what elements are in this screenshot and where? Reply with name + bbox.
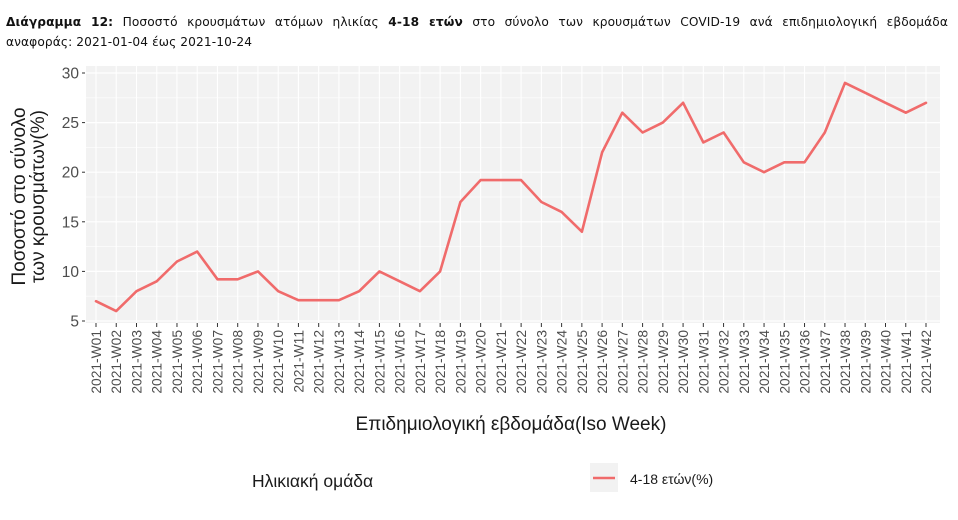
x-tick-label: 2021-W28: [636, 330, 651, 394]
caption-age-group: 4-18 ετών: [388, 15, 463, 29]
y-axis-title-line-1: Ποσοστό στο σύνολο: [9, 107, 30, 285]
caption-text-before: Ποσοστό κρουσμάτων ατόμων ηλικίας: [113, 15, 389, 29]
x-tick-label: 2021-W07: [210, 330, 225, 394]
x-tick-label: 2021-W27: [615, 330, 630, 394]
x-tick-label: 2021-W33: [737, 330, 752, 394]
x-axis-title: Επιδημιολογική εβδομάδα(Iso Week): [356, 414, 667, 435]
caption-label: Διάγραμμα 12:: [6, 15, 114, 29]
x-tick-label: 2021-W39: [858, 330, 873, 394]
x-tick-label: 2021-W08: [231, 330, 246, 394]
y-axis-ticks: 5 10 15 20 25 30: [62, 66, 85, 331]
x-tick-label: 2021-W37: [818, 330, 833, 394]
minor-gridlines: [86, 97, 940, 297]
y-tick-label: 15: [62, 214, 79, 231]
legend-label-4-18: 4-18 ετών(%): [630, 471, 713, 487]
x-tick-label: 2021-W42: [919, 330, 934, 394]
x-tick-label: 2021-W06: [190, 330, 205, 394]
major-gridlines: [86, 66, 940, 323]
x-tick-label: 2021-W03: [129, 330, 144, 394]
x-tick-label: 2021-W26: [595, 330, 610, 394]
y-axis-title-line-2: των κρουσμάτων(%): [28, 110, 49, 283]
y-tick-label: 20: [62, 165, 80, 182]
x-tick-label: 2021-W01: [89, 330, 104, 394]
x-tick-label: 2021-W21: [494, 330, 509, 394]
x-tick-label: 2021-W18: [433, 330, 448, 394]
x-tick-label: 2021-W23: [534, 330, 549, 394]
caption-text-after: στο σύνολο των κρουσμάτων COVID-19 ανά ε…: [462, 15, 948, 29]
series-line-4-18: [94, 81, 928, 313]
x-tick-label: 2021-W20: [474, 330, 489, 394]
x-tick-label: 2021-W32: [717, 330, 732, 394]
x-tick-label: 2021-W25: [575, 330, 590, 394]
x-tick-label: 2021-W34: [757, 330, 772, 394]
x-tick-label: 2021-W09: [251, 330, 266, 394]
y-tick-label: 5: [70, 314, 79, 331]
y-tick-label: 10: [62, 264, 80, 281]
x-tick-label: 2021-W15: [372, 330, 387, 394]
x-tick-label: 2021-W24: [555, 330, 570, 394]
x-tick-label: 2021-W12: [312, 330, 327, 394]
x-tick-label: 2021-W19: [453, 330, 468, 394]
plot-panel: [86, 66, 940, 323]
x-tick-label: 2021-W16: [393, 330, 408, 394]
x-tick-label: 2021-W22: [514, 330, 529, 394]
x-tick-label: 2021-W13: [332, 330, 347, 394]
y-tick-label: 30: [62, 66, 80, 83]
x-tick-label: 2021-W14: [352, 330, 367, 394]
x-tick-label: 2021-W05: [170, 330, 185, 394]
y-tick-label: 25: [62, 115, 79, 132]
x-tick-label: 2021-W30: [676, 330, 691, 394]
legend-title: Ηλικιακή ομάδα: [252, 471, 373, 491]
x-tick-label: 2021-W31: [696, 330, 711, 394]
x-tick-label: 2021-W10: [271, 330, 286, 394]
x-tick-label: 2021-W17: [413, 330, 428, 394]
x-tick-label: 2021-W29: [656, 330, 671, 394]
caption-line-2: αναφοράς: 2021-01-04 έως 2021-10-24: [6, 35, 253, 49]
x-tick-label: 2021-W38: [838, 330, 853, 394]
figure-caption: Διάγραμμα 12: Ποσοστό κρουσμάτων ατόμων …: [6, 12, 948, 52]
x-tick-label: 2021-W04: [150, 330, 165, 394]
caption-line-1: Διάγραμμα 12: Ποσοστό κρουσμάτων ατόμων …: [6, 12, 948, 32]
x-tick-label: 2021-W36: [798, 330, 813, 394]
x-axis-ticks: 2021-W01 2021-W02 2021-W03 2021-W04 2021-W05…: [89, 323, 934, 394]
legend: Ηλικιακή ομάδα 4-18 ετών(%): [252, 463, 713, 492]
x-tick-label: 2021-W35: [777, 330, 792, 394]
x-tick-label: 2021-W41: [899, 330, 914, 394]
x-tick-label: 2021-W40: [879, 330, 894, 394]
x-tick-label: 2021-W11: [291, 330, 306, 393]
x-tick-label: 2021-W02: [109, 330, 124, 394]
